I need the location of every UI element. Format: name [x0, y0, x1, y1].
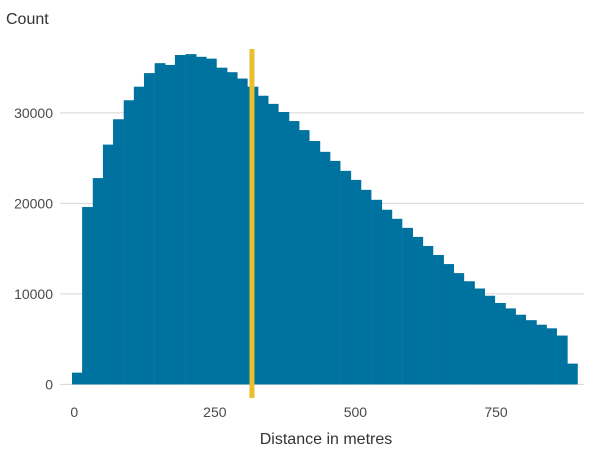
histogram-bar [505, 308, 516, 385]
histogram-bar [92, 178, 104, 385]
y-tick-labels: 0 10000 20000 30000 [14, 105, 53, 392]
x-tick-label: 0 [70, 404, 78, 420]
histogram-bar [381, 209, 393, 385]
histogram-bar [102, 144, 114, 385]
y-tick-label: 0 [45, 376, 53, 392]
histogram-bar [360, 189, 372, 385]
histogram-bar [288, 121, 300, 385]
histogram-bar [412, 236, 424, 385]
histogram-bar [298, 130, 310, 385]
x-axis-title: Distance in metres [260, 431, 393, 448]
histogram-bar [267, 103, 279, 385]
histogram-bar [174, 55, 186, 385]
histogram-bar [257, 95, 269, 385]
histogram-bar [72, 372, 83, 385]
histogram-bar [113, 119, 124, 385]
histogram-bar [340, 170, 352, 385]
histogram-bar [443, 264, 455, 385]
y-axis-title: Count [6, 11, 49, 28]
histogram-bar [484, 295, 496, 385]
y-tick-label: 10000 [14, 286, 53, 302]
x-tick-labels: 0 250 500 750 [70, 404, 508, 420]
y-tick-label: 20000 [14, 195, 53, 211]
histogram-bar [371, 199, 383, 385]
histogram-bar [319, 151, 331, 385]
histogram-bars [72, 54, 578, 385]
x-tick-label: 500 [344, 404, 368, 420]
histogram-bar [329, 160, 341, 385]
histogram-bar [463, 281, 475, 385]
histogram-bar [226, 72, 238, 385]
histogram-bar [391, 218, 403, 385]
histogram-bar [164, 64, 176, 385]
histogram-bar [546, 328, 557, 385]
y-tick-label: 30000 [14, 105, 53, 121]
histogram-bar [236, 78, 248, 385]
histogram-bar [309, 140, 321, 385]
histogram-bar [154, 63, 166, 385]
histogram-bar [556, 335, 568, 385]
histogram-bar [123, 100, 135, 385]
histogram-bar [205, 58, 217, 385]
histogram-bar [350, 179, 362, 385]
x-tick-label: 250 [203, 404, 227, 420]
histogram-bar [474, 288, 485, 385]
histogram-bar [278, 112, 290, 385]
histogram-bar [535, 324, 547, 385]
histogram-bar [195, 56, 207, 385]
histogram-bar [566, 363, 578, 385]
histogram-bar [422, 245, 434, 385]
histogram-bar [143, 73, 155, 385]
histogram-bar [133, 86, 145, 385]
histogram-bar [494, 302, 506, 385]
histogram-bar [525, 320, 537, 385]
histogram-bar [453, 273, 465, 385]
histogram-bar [402, 227, 413, 385]
histogram-bar [216, 67, 228, 385]
histogram-bar [433, 255, 444, 385]
histogram-bar [82, 207, 94, 385]
histogram-bar [185, 54, 197, 385]
histogram-bar [515, 314, 527, 385]
x-tick-label: 750 [484, 404, 508, 420]
